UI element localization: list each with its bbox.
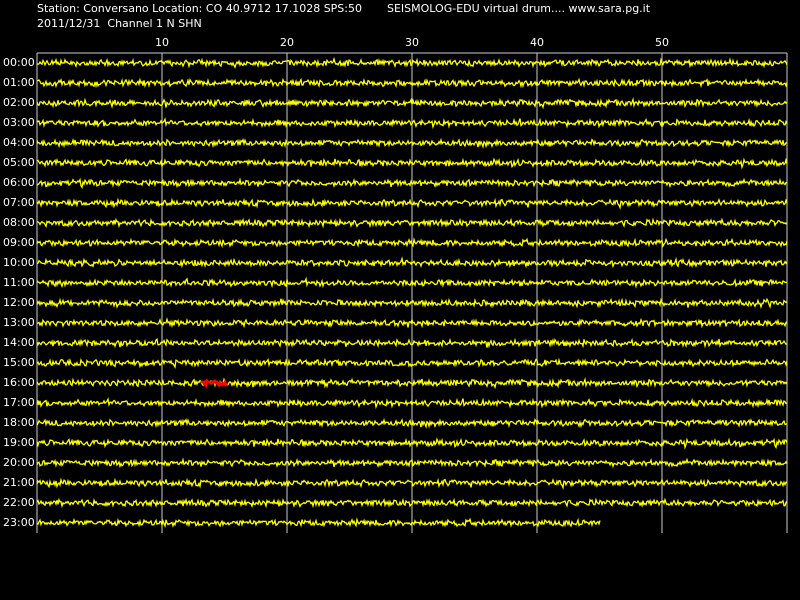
seismic-trace [36, 377, 788, 390]
row-label: 09:00 [3, 236, 35, 249]
event-trace [200, 378, 228, 390]
seismic-trace [36, 157, 788, 170]
program-info: SEISMOLOG-EDU virtual drum.... www.sara.… [387, 2, 651, 15]
row-label: 13:00 [3, 316, 35, 329]
seismic-trace [36, 256, 788, 269]
seismic-trace [36, 297, 788, 309]
seismic-trace [36, 397, 788, 410]
row-label: 00:00 [3, 56, 35, 69]
row-label: 12:00 [3, 296, 35, 309]
seismic-trace [36, 357, 788, 369]
seismic-trace [36, 77, 788, 89]
x-tick-label: 50 [655, 36, 669, 49]
row-label: 07:00 [3, 196, 35, 209]
row-label: 01:00 [3, 76, 35, 89]
row-label: 02:00 [3, 96, 35, 109]
x-tick-label: 10 [155, 36, 169, 49]
row-label: 20:00 [3, 456, 35, 469]
seismic-trace [36, 417, 788, 429]
seismic-trace [36, 217, 788, 229]
row-label: 10:00 [3, 256, 35, 269]
row-label: 04:00 [3, 136, 35, 149]
row-label: 06:00 [3, 176, 35, 189]
station-info: Station: Conversano Location: CO 40.9712… [37, 2, 362, 15]
seismic-trace [36, 317, 788, 329]
seismic-trace [36, 276, 788, 289]
seismic-trace [36, 97, 788, 110]
row-label: 05:00 [3, 156, 35, 169]
row-label: 17:00 [3, 396, 35, 409]
row-label: 23:00 [3, 516, 35, 529]
row-label: 18:00 [3, 416, 35, 429]
seismic-trace [36, 137, 788, 149]
seismic-trace [36, 477, 788, 490]
row-label: 03:00 [3, 116, 35, 129]
seismic-trace [36, 237, 788, 249]
seismic-trace [36, 437, 788, 450]
seismic-trace [36, 337, 788, 349]
row-label: 14:00 [3, 336, 35, 349]
seismic-trace [36, 517, 601, 529]
row-label: 08:00 [3, 216, 35, 229]
seismic-trace [36, 177, 788, 189]
seismic-trace [36, 497, 788, 509]
seismic-trace [36, 457, 788, 469]
seismic-trace [36, 117, 788, 130]
row-label: 15:00 [3, 356, 35, 369]
row-label: 21:00 [3, 476, 35, 489]
x-tick-label: 40 [530, 36, 544, 49]
seismic-trace [36, 56, 788, 69]
row-label: 22:00 [3, 496, 35, 509]
row-label: 11:00 [3, 276, 35, 289]
row-label: 16:00 [3, 376, 35, 389]
x-tick-label: 20 [280, 36, 294, 49]
x-tick-label: 30 [405, 36, 419, 49]
seismic-trace [36, 197, 788, 210]
row-label: 19:00 [3, 436, 35, 449]
date-channel: 2011/12/31 Channel 1 N SHN [37, 17, 202, 30]
